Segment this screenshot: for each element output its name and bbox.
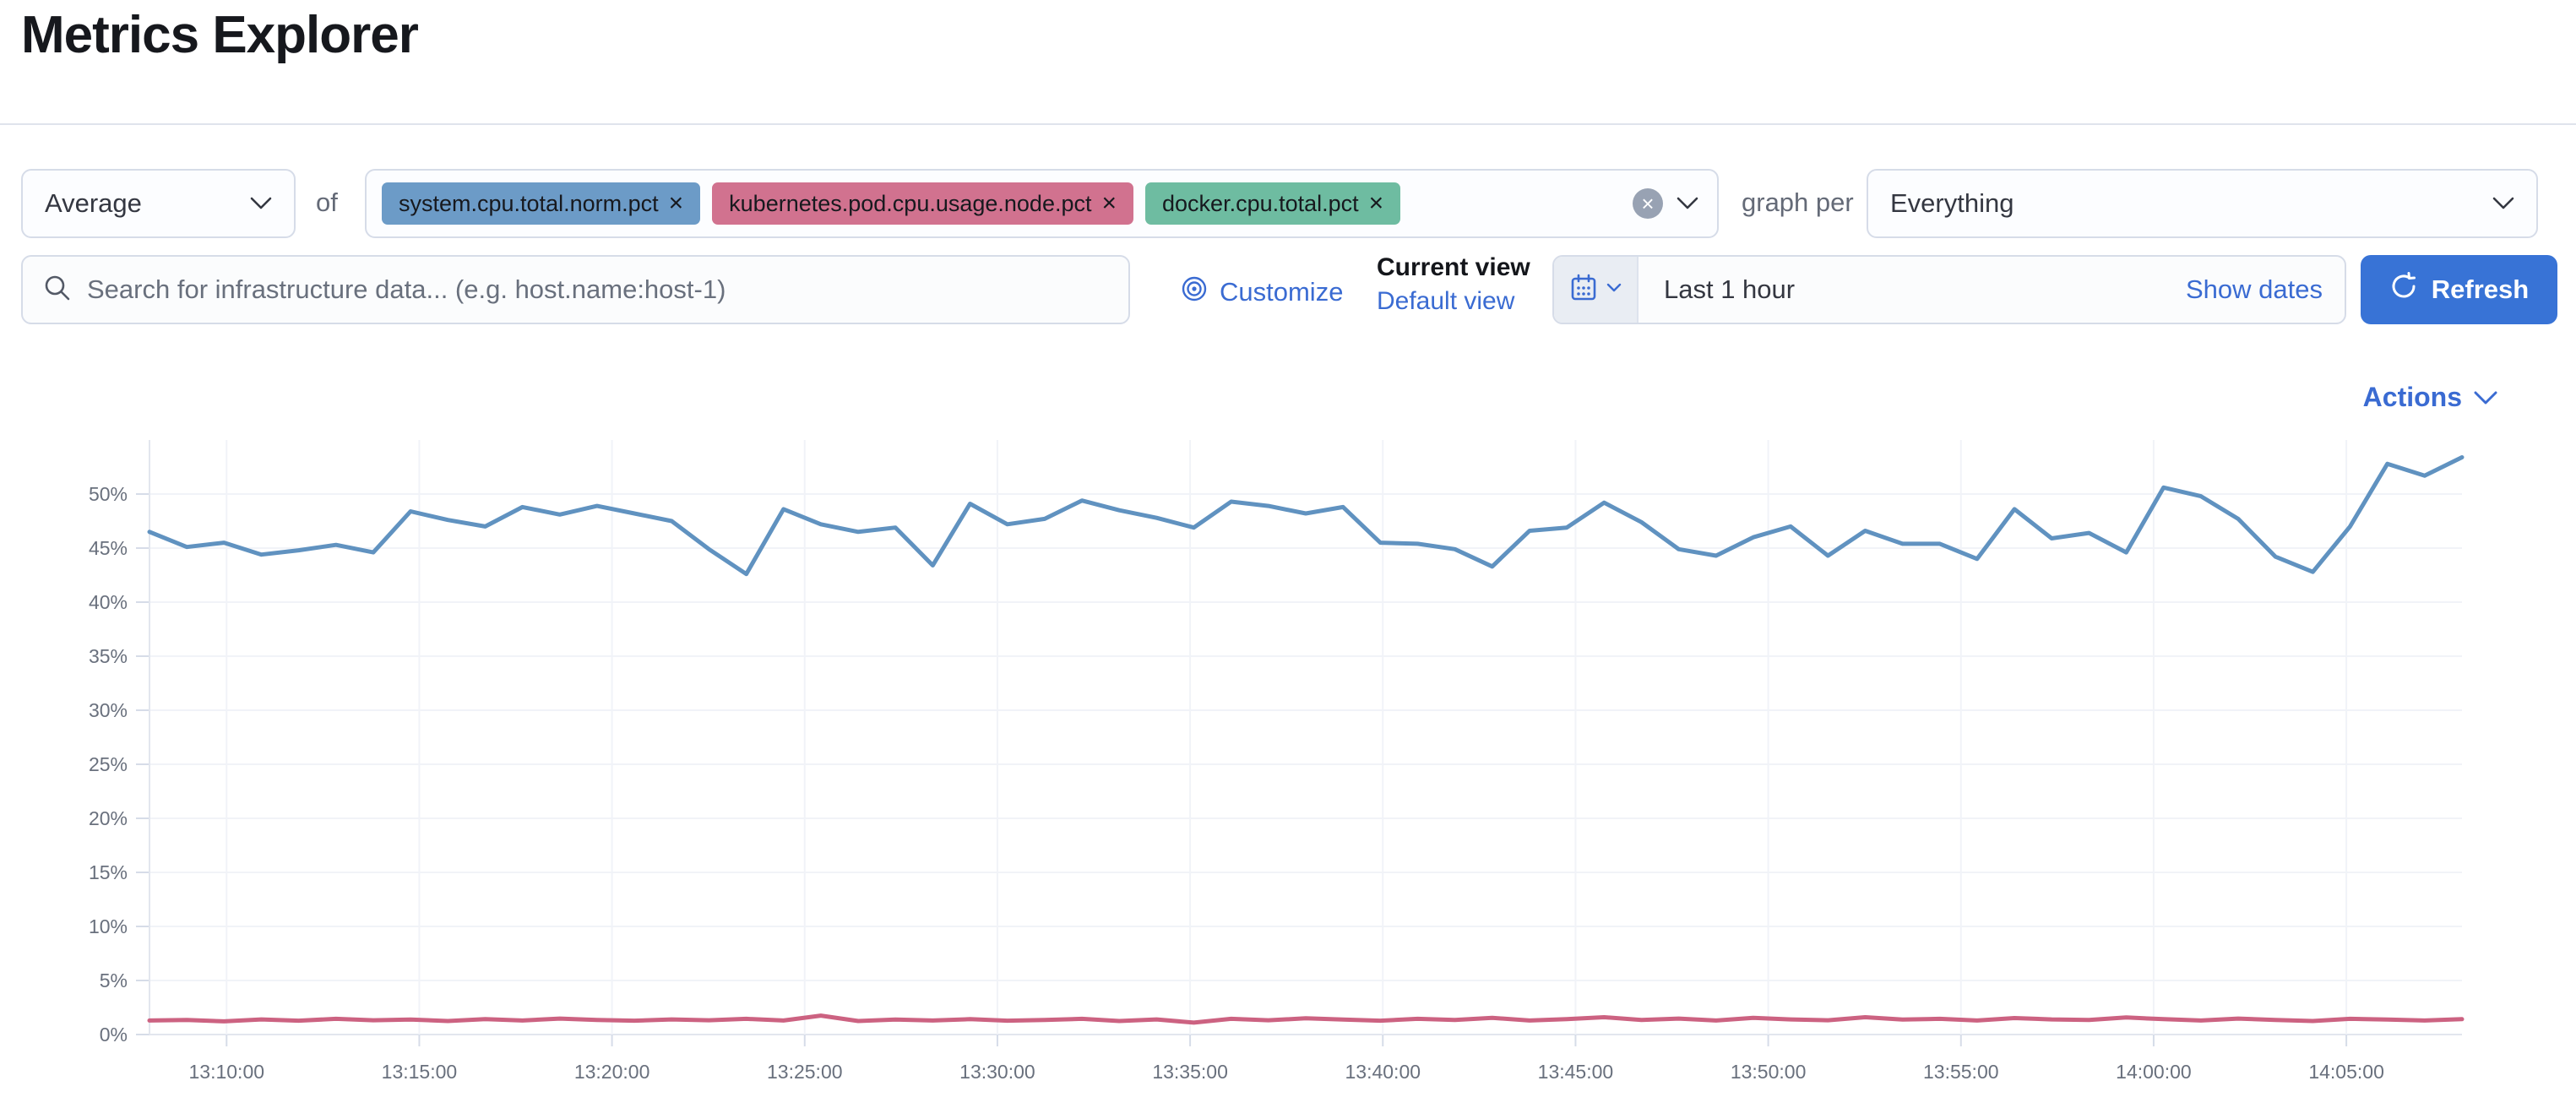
metric-badge-label: docker.cpu.total.pct bbox=[1162, 190, 1359, 216]
y-tick-label: 5% bbox=[100, 970, 128, 991]
aggregation-value: Average bbox=[45, 188, 142, 218]
actions-label: Actions bbox=[2362, 382, 2462, 412]
metric-badge-label: system.cpu.total.norm.pct bbox=[399, 190, 659, 216]
y-tick-label: 20% bbox=[89, 807, 128, 829]
metrics-combobox[interactable]: system.cpu.total.norm.pct × kubernetes.pod… bbox=[365, 169, 1719, 238]
y-tick-label: 45% bbox=[89, 537, 128, 559]
y-tick-label: 40% bbox=[89, 591, 128, 613]
clear-metrics-button[interactable]: × bbox=[1633, 188, 1663, 219]
chevron-down-icon bbox=[1606, 283, 1622, 296]
chevron-down-icon bbox=[250, 197, 272, 210]
customize-button[interactable]: Customize bbox=[1181, 275, 1343, 309]
actions-menu[interactable]: Actions bbox=[2362, 382, 2497, 413]
x-tick-label: 13:35:00 bbox=[1152, 1061, 1228, 1083]
x-tick-label: 13:20:00 bbox=[574, 1061, 650, 1083]
y-tick-label: 35% bbox=[89, 645, 128, 667]
page-title: Metrics Explorer bbox=[21, 6, 419, 64]
metric-badge[interactable]: docker.cpu.total.pct × bbox=[1145, 182, 1401, 225]
group-by-value: Everything bbox=[1890, 188, 2014, 218]
header-divider bbox=[0, 123, 2576, 125]
y-tick-label: 30% bbox=[89, 699, 128, 721]
series-line bbox=[147, 1013, 2465, 1025]
of-label: of bbox=[316, 187, 338, 217]
remove-metric-icon[interactable]: × bbox=[1368, 189, 1384, 217]
y-tick-label: 10% bbox=[89, 915, 128, 937]
x-tick-label: 13:15:00 bbox=[382, 1061, 458, 1083]
refresh-label: Refresh bbox=[2431, 274, 2530, 304]
default-view-link[interactable]: Default view bbox=[1377, 287, 1515, 315]
x-tick-label: 13:30:00 bbox=[959, 1061, 1035, 1083]
remove-metric-icon[interactable]: × bbox=[668, 189, 684, 217]
y-tick-label: 25% bbox=[89, 753, 128, 775]
search-icon bbox=[43, 274, 72, 307]
aggregation-select[interactable]: Average bbox=[21, 169, 296, 238]
metric-badge-label: kubernetes.pod.cpu.usage.node.pct bbox=[729, 190, 1092, 216]
date-picker: Last 1 hour Show dates bbox=[1552, 255, 2346, 324]
date-quick-select-button[interactable] bbox=[1554, 257, 1639, 323]
graph-per-label: graph per bbox=[1742, 187, 1854, 217]
line-chart-svg: 0% 5% 10% 15% 20% 25% 30% 35% 40% 45% 50% 13:10:00 1… bbox=[89, 440, 2465, 1083]
remove-metric-icon[interactable]: × bbox=[1101, 189, 1117, 217]
bullseye-icon bbox=[1181, 275, 1208, 309]
refresh-button[interactable]: Refresh bbox=[2361, 255, 2557, 324]
metrics-chart: 0% 5% 10% 15% 20% 25% 30% 35% 40% 45% 50% 13:10:00 1… bbox=[0, 439, 2576, 1106]
chevron-down-icon bbox=[2492, 197, 2514, 210]
x-tick-label: 13:40:00 bbox=[1345, 1061, 1421, 1083]
x-tick-label: 13:10:00 bbox=[189, 1061, 265, 1083]
clear-icon: × bbox=[1641, 190, 1655, 216]
search-input[interactable] bbox=[87, 274, 1108, 305]
search-bar[interactable] bbox=[21, 255, 1130, 324]
y-tick-label: 50% bbox=[89, 483, 128, 505]
x-tick-label: 14:00:00 bbox=[2116, 1061, 2192, 1083]
customize-label: Customize bbox=[1220, 277, 1344, 307]
show-dates-link[interactable]: Show dates bbox=[2186, 274, 2323, 304]
x-tick-label: 13:45:00 bbox=[1538, 1061, 1614, 1083]
date-range-value[interactable]: Last 1 hour bbox=[1664, 274, 1796, 304]
y-tick-label: 0% bbox=[100, 1024, 128, 1046]
metric-badge[interactable]: kubernetes.pod.cpu.usage.node.pct × bbox=[712, 182, 1134, 225]
y-tick-label: 15% bbox=[89, 861, 128, 883]
series-line bbox=[147, 455, 2465, 577]
refresh-icon bbox=[2389, 272, 2418, 307]
calendar-icon bbox=[1569, 274, 1598, 307]
current-view-label: Current view bbox=[1377, 253, 1530, 281]
x-tick-label: 13:50:00 bbox=[1731, 1061, 1807, 1083]
chevron-down-icon bbox=[2474, 391, 2497, 405]
metric-badge[interactable]: system.cpu.total.norm.pct × bbox=[382, 182, 701, 225]
chevron-down-icon[interactable] bbox=[1677, 197, 1698, 210]
x-tick-label: 13:55:00 bbox=[1923, 1061, 1999, 1083]
view-controls: Current view Default view bbox=[1377, 253, 1530, 316]
x-tick-label: 13:25:00 bbox=[767, 1061, 843, 1083]
group-by-select[interactable]: Everything bbox=[1867, 169, 2538, 238]
x-tick-label: 14:05:00 bbox=[2308, 1061, 2384, 1083]
